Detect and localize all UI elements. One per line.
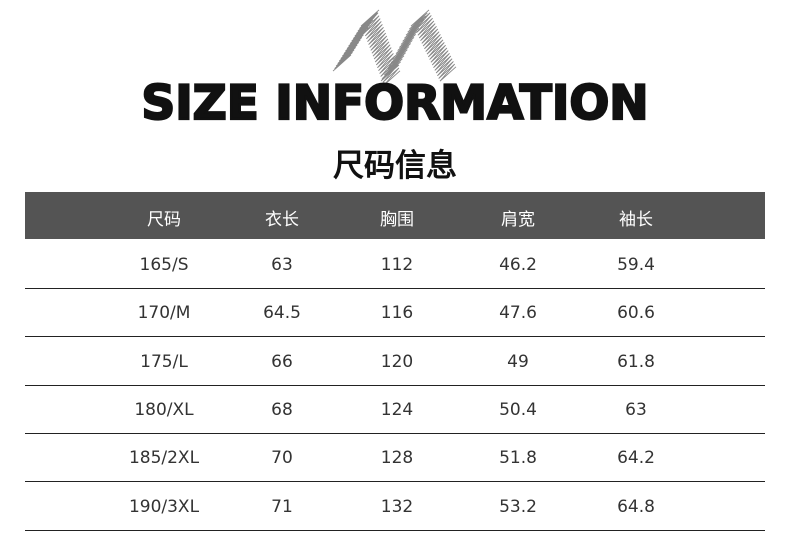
header-shoulder: 肩宽 bbox=[501, 210, 535, 230]
table-cell: 64.2 bbox=[617, 448, 655, 469]
table-cell: 124 bbox=[380, 399, 414, 420]
table-cell: 66 bbox=[271, 351, 293, 372]
table-cell: 185/2XL bbox=[128, 448, 200, 469]
table-cell: 132 bbox=[380, 496, 414, 517]
table-cell: 51.8 bbox=[499, 448, 537, 469]
table-cell: 59.4 bbox=[617, 255, 655, 275]
table-cell: 128 bbox=[380, 448, 414, 469]
table-cell: 64.5 bbox=[263, 303, 301, 324]
table-cell: 50.4 bbox=[499, 399, 537, 420]
scribble-m-logo bbox=[332, 9, 457, 86]
header-size: 尺码 bbox=[147, 210, 181, 230]
table-cell: 165/S bbox=[139, 255, 189, 275]
table-cell: 47.6 bbox=[499, 303, 537, 324]
table-row: 175/L 66 120 49 61.8 bbox=[25, 337, 765, 386]
table-row: 180/XL 68 124 50.4 63 bbox=[25, 385, 765, 434]
header-length: 衣长 bbox=[265, 210, 299, 230]
table-row: 170/M 64.5 116 47.6 60.6 bbox=[25, 288, 765, 338]
table-cell: 112 bbox=[380, 255, 414, 275]
header-sleeve: 袖长 bbox=[619, 210, 653, 230]
table-cell: 170/M bbox=[137, 303, 191, 324]
table-row: 165/S 63 112 46.2 59.4 bbox=[25, 240, 765, 289]
table-row: 185/2XL 70 128 51.8 64.2 bbox=[25, 433, 765, 483]
table-cell: 190/3XL bbox=[128, 496, 200, 517]
page-subtitle: 尺码信息 bbox=[333, 148, 457, 184]
table-cell: 120 bbox=[380, 351, 414, 372]
table-cell: 64.8 bbox=[617, 496, 655, 517]
page-title: SIZE INFORMATION bbox=[140, 75, 649, 132]
table-cell: 63 bbox=[625, 399, 647, 420]
table-cell: 116 bbox=[380, 303, 414, 324]
table-cell: 175/L bbox=[140, 351, 188, 372]
table-header: 尺码 衣长 胸围 肩宽 袖长 bbox=[25, 192, 765, 239]
table-cell: 68 bbox=[271, 399, 293, 420]
table-cell: 63 bbox=[271, 255, 293, 275]
table-cell: 61.8 bbox=[617, 351, 655, 372]
header-chest: 胸围 bbox=[380, 210, 414, 230]
table-cell: 60.6 bbox=[617, 303, 655, 324]
table-cell: 70 bbox=[271, 448, 293, 469]
table-cell: 46.2 bbox=[499, 255, 537, 275]
table-row: 190/3XL 71 132 53.2 64.8 bbox=[25, 482, 765, 531]
table-cell: 180/XL bbox=[134, 399, 194, 420]
table-cell: 53.2 bbox=[499, 496, 537, 517]
table-cell: 71 bbox=[271, 496, 293, 517]
table-cell: 49 bbox=[507, 351, 529, 372]
